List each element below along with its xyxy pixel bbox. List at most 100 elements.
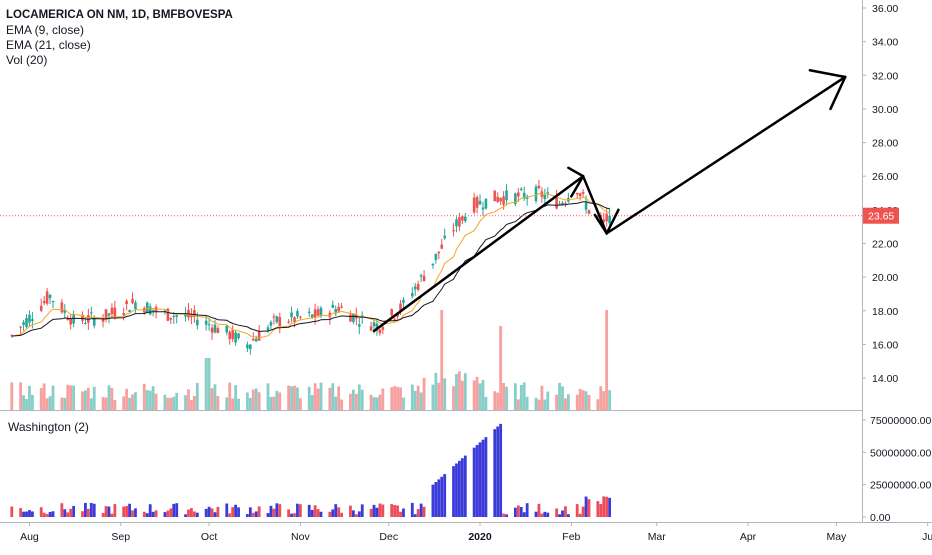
candle-body bbox=[349, 314, 352, 322]
volume-bar bbox=[204, 358, 208, 410]
candle-body bbox=[505, 190, 508, 201]
indicator-bar bbox=[148, 504, 152, 517]
indicator-bar bbox=[584, 496, 588, 517]
volume-bar bbox=[381, 388, 385, 410]
candle-body bbox=[390, 309, 393, 316]
candle-body bbox=[393, 318, 396, 320]
indicator-bar bbox=[352, 510, 355, 517]
indicator-bar bbox=[275, 503, 279, 517]
candle-body bbox=[310, 314, 314, 318]
candle-body bbox=[113, 307, 117, 318]
volume-bar bbox=[89, 398, 93, 410]
candle-body bbox=[581, 192, 585, 194]
volume-bar bbox=[316, 388, 320, 410]
volume-bar bbox=[254, 388, 258, 410]
indicator-bar bbox=[207, 506, 211, 517]
volume-bar bbox=[328, 387, 332, 410]
indicator-bar bbox=[513, 507, 517, 517]
candle-body bbox=[458, 217, 461, 227]
volume-bar bbox=[19, 382, 23, 410]
candle-body bbox=[496, 196, 500, 202]
candle-body bbox=[48, 294, 52, 299]
candle-body bbox=[584, 202, 588, 210]
legend-ema9[interactable]: EMA (9, close) bbox=[6, 23, 85, 37]
candle-body bbox=[196, 319, 199, 326]
indicator-tick-label: 75000000.00 bbox=[870, 415, 931, 427]
candle-body bbox=[269, 322, 273, 326]
candle-body bbox=[307, 311, 311, 313]
indicator-bar bbox=[540, 513, 544, 517]
volume-bar bbox=[496, 392, 500, 410]
legend-volume[interactable]: Vol (20) bbox=[6, 53, 48, 67]
indicator-bar bbox=[516, 505, 520, 517]
indicator-bar bbox=[19, 508, 23, 517]
legend-ema21[interactable]: EMA (21, close) bbox=[6, 38, 91, 52]
candle-body bbox=[331, 304, 335, 308]
indicator-bar bbox=[316, 509, 320, 517]
volume-bar bbox=[257, 392, 261, 410]
volume-bar bbox=[502, 383, 505, 410]
volume-bar bbox=[357, 384, 361, 410]
trend-arrow-up bbox=[372, 174, 585, 333]
candle-body bbox=[172, 316, 176, 318]
volume-bar bbox=[269, 396, 273, 410]
candle-body bbox=[337, 307, 340, 312]
volume-bar bbox=[481, 379, 485, 410]
indicator-bar bbox=[184, 514, 187, 517]
candle-body bbox=[372, 322, 376, 327]
candle-body bbox=[437, 251, 441, 254]
volume-bar bbox=[378, 394, 382, 410]
candle-body bbox=[66, 318, 70, 321]
indicator-bar bbox=[566, 514, 570, 517]
volume-bar bbox=[10, 382, 14, 410]
indicator-bar bbox=[522, 512, 526, 517]
volume-bar bbox=[340, 399, 344, 410]
indicator-bar bbox=[257, 506, 261, 517]
indicator-bar bbox=[45, 514, 49, 517]
projection-arrow-head bbox=[829, 75, 847, 111]
indicator-bar bbox=[319, 511, 323, 517]
candle-body bbox=[145, 302, 149, 313]
candle-body bbox=[169, 317, 173, 320]
indicator-bar bbox=[463, 455, 467, 517]
candle-body bbox=[537, 185, 541, 189]
volume-bar bbox=[195, 382, 199, 410]
volume-bar bbox=[131, 394, 134, 410]
trend-arrow-head bbox=[570, 174, 585, 198]
volume-bar bbox=[228, 382, 232, 410]
candle-body bbox=[254, 338, 258, 342]
indicator-bar bbox=[145, 513, 149, 517]
legend-indicator: Washington (2) bbox=[8, 420, 89, 435]
indicator-bar bbox=[107, 506, 111, 517]
legend-main: LOCAMERICA ON NM, 1D, BMFBOVESPA EMA (9,… bbox=[6, 8, 233, 68]
candle-body bbox=[287, 321, 290, 323]
volume-bar bbox=[561, 386, 564, 410]
indicator-bar bbox=[328, 511, 332, 517]
indicator-bar bbox=[416, 509, 420, 517]
candle-body bbox=[204, 320, 208, 325]
candle-body bbox=[455, 219, 458, 227]
volume-bar bbox=[596, 399, 600, 410]
volume-bar bbox=[513, 383, 517, 410]
indicator-bar bbox=[254, 511, 258, 517]
indicator-bar bbox=[272, 508, 276, 517]
indicator-bar bbox=[399, 511, 402, 517]
chart-title[interactable]: LOCAMERICA ON NM, 1D, BMFBOVESPA bbox=[6, 9, 233, 21]
candle-body bbox=[101, 319, 105, 322]
volume-bar bbox=[166, 397, 170, 410]
volume-bar bbox=[92, 386, 96, 410]
indicator-bar bbox=[537, 503, 541, 517]
indicator-title[interactable]: Washington (2) bbox=[8, 420, 89, 434]
volume-bar bbox=[608, 390, 612, 410]
candle-body bbox=[525, 196, 529, 199]
indicator-bar bbox=[410, 502, 414, 517]
indicator-bar bbox=[30, 511, 34, 517]
volume-bar bbox=[452, 386, 455, 410]
volume-bar bbox=[278, 392, 282, 410]
volume-bar bbox=[399, 387, 402, 410]
volume-bar bbox=[210, 388, 214, 410]
volume-bar bbox=[207, 358, 211, 410]
indicator-bar bbox=[390, 504, 394, 517]
